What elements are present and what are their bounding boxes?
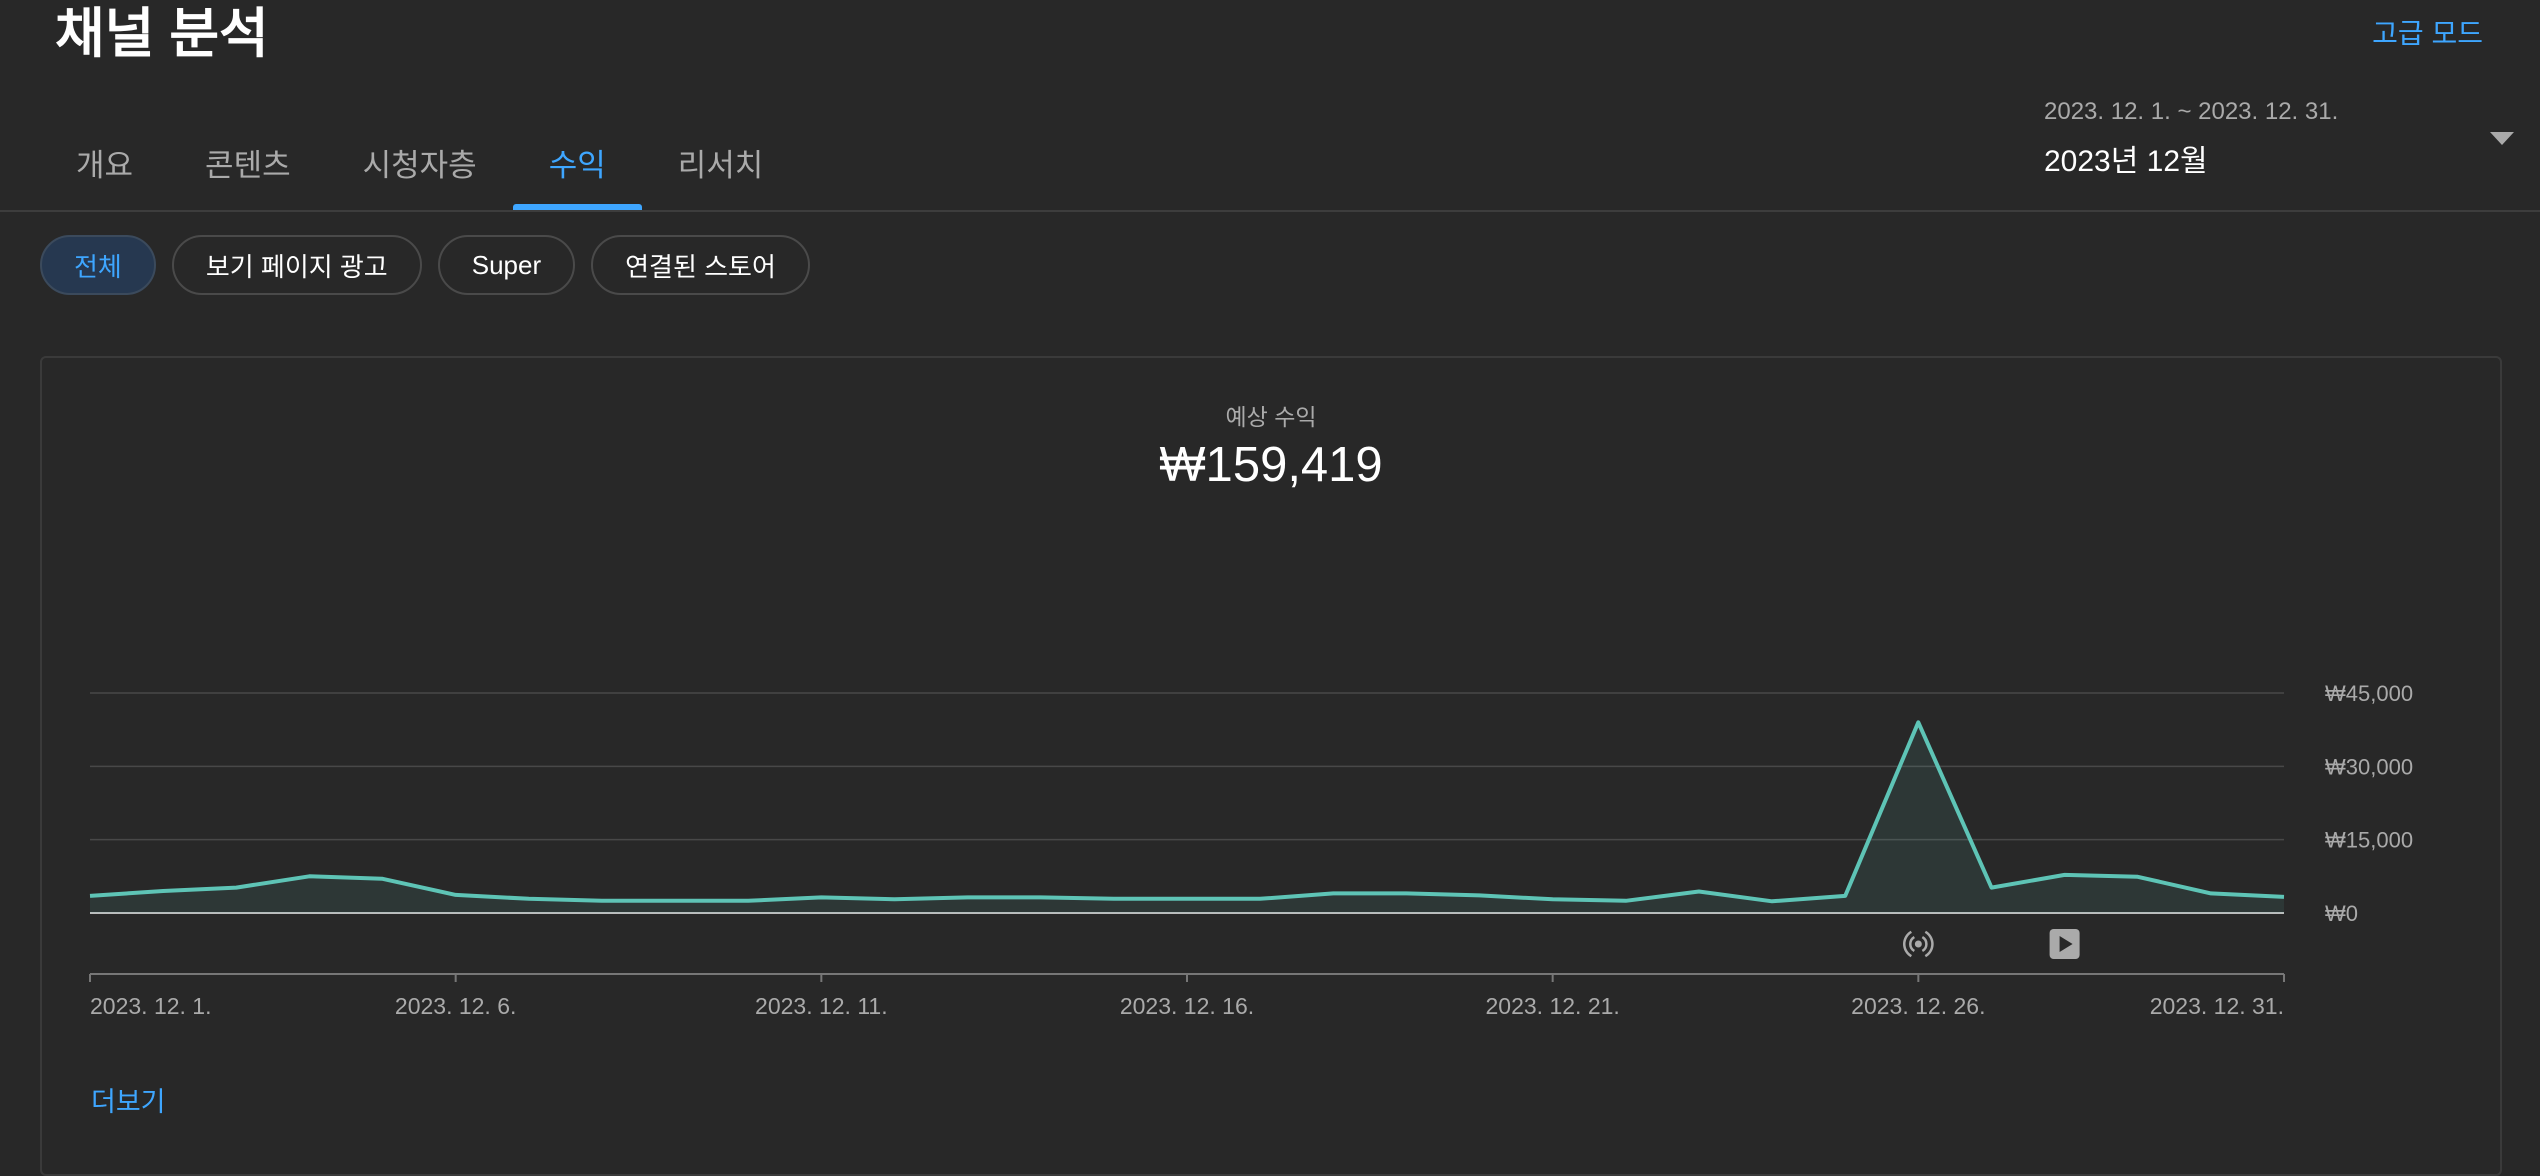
tab-research[interactable]: 리서치 — [642, 118, 800, 210]
chip-all[interactable]: 전체 — [40, 235, 156, 295]
caret-down-icon — [2490, 132, 2514, 145]
revenue-chart: ₩0 ₩15,000 ₩30,000 ₩45,000 2023. 12. 1. 2023.… — [88, 681, 2413, 1019]
data-point — [381, 877, 385, 881]
chip-connected-store[interactable]: 연결된 스토어 — [591, 235, 810, 295]
tab-label: 콘텐츠 — [205, 148, 291, 183]
data-point — [1112, 897, 1116, 901]
tab-label: 수익 — [548, 148, 606, 183]
data-point — [1258, 897, 1262, 901]
data-point — [2136, 875, 2140, 879]
y-tick-label: ₩15,000 — [2325, 828, 2413, 853]
data-point — [234, 886, 238, 890]
revenue-filter-chips: 전체 보기 페이지 광고 Super 연결된 스토어 — [40, 235, 810, 295]
data-point — [161, 889, 165, 893]
x-tick-label: 2023. 12. 1. — [90, 993, 212, 1019]
data-point — [673, 899, 677, 903]
data-point — [1624, 899, 1628, 903]
data-point — [819, 895, 823, 899]
date-range-text: 2023. 12. 1. ~ 2023. 12. 31. — [2044, 98, 2339, 125]
data-point — [1331, 891, 1335, 895]
data-point — [1697, 889, 1701, 893]
x-tick-label: 2023. 12. 26. — [1851, 993, 1985, 1019]
data-point — [1770, 899, 1774, 903]
data-point — [1478, 893, 1482, 897]
analytics-tabs: 개요 콘텐츠 시청자층 수익 리서치 — [40, 118, 799, 210]
y-tick-label: ₩30,000 — [2325, 754, 2413, 779]
tab-audience[interactable]: 시청자층 — [327, 118, 513, 210]
see-more-link[interactable]: 더보기 — [91, 1087, 166, 1117]
tab-label: 시청자층 — [362, 148, 477, 183]
data-point — [307, 874, 311, 878]
tab-revenue[interactable]: 수익 — [512, 118, 642, 210]
date-range-dropdown[interactable]: 2023. 12. 1. ~ 2023. 12. 31. 2023년 12월 — [2044, 98, 2514, 178]
data-point — [2209, 891, 2213, 895]
data-point — [1916, 720, 1920, 724]
x-tick-label: 2023. 12. 31. — [2150, 993, 2284, 1019]
data-point — [527, 897, 531, 901]
tab-label: 리서치 — [677, 148, 764, 183]
data-point — [88, 894, 92, 898]
data-point — [1039, 895, 1043, 899]
chip-super[interactable]: Super — [437, 235, 576, 295]
y-tick-label: ₩45,000 — [2325, 681, 2413, 706]
video-play-icon[interactable] — [2049, 929, 2080, 959]
data-point — [600, 899, 604, 903]
tab-content[interactable]: 콘텐츠 — [169, 118, 327, 210]
tab-label: 개요 — [76, 148, 134, 183]
y-tick-label: ₩0 — [2325, 901, 2358, 926]
series-area — [90, 722, 2284, 913]
metric-label: 예상 수익 — [1225, 404, 1317, 430]
tab-underline — [512, 204, 642, 210]
data-point — [746, 899, 750, 903]
data-point — [1185, 897, 1189, 901]
advanced-mode-link[interactable]: 고급 모드 — [2372, 18, 2483, 49]
data-point — [2063, 873, 2067, 877]
x-tick-label: 2023. 12. 16. — [1120, 993, 1254, 1019]
data-point — [1989, 886, 1993, 890]
live-stream-icon[interactable] — [1902, 930, 1934, 958]
date-period-label: 2023년 12월 — [2044, 145, 2208, 178]
data-point — [1843, 894, 1847, 898]
data-point — [1551, 897, 1555, 901]
data-point — [1404, 891, 1408, 895]
series-line — [89, 720, 2285, 904]
x-tick-label: 2023. 12. 6. — [395, 993, 517, 1019]
data-point — [966, 895, 970, 899]
x-tick-label: 2023. 12. 11. — [755, 993, 888, 1019]
data-point — [454, 893, 458, 897]
data-point — [2282, 895, 2286, 899]
data-point — [892, 897, 896, 901]
page-title: 채널 분석 — [55, 4, 269, 64]
chip-watch-page-ads[interactable]: 보기 페이지 광고 — [171, 235, 422, 295]
revenue-card: 예상 수익 ₩159,419 ₩0 ₩15,000 ₩30,000 ₩45,000 20… — [40, 356, 2502, 1176]
metric-value: ₩159,419 — [1159, 438, 1383, 492]
tab-divider — [0, 210, 2540, 212]
tab-overview[interactable]: 개요 — [40, 118, 169, 210]
x-tick-label: 2023. 12. 21. — [1486, 993, 1620, 1019]
